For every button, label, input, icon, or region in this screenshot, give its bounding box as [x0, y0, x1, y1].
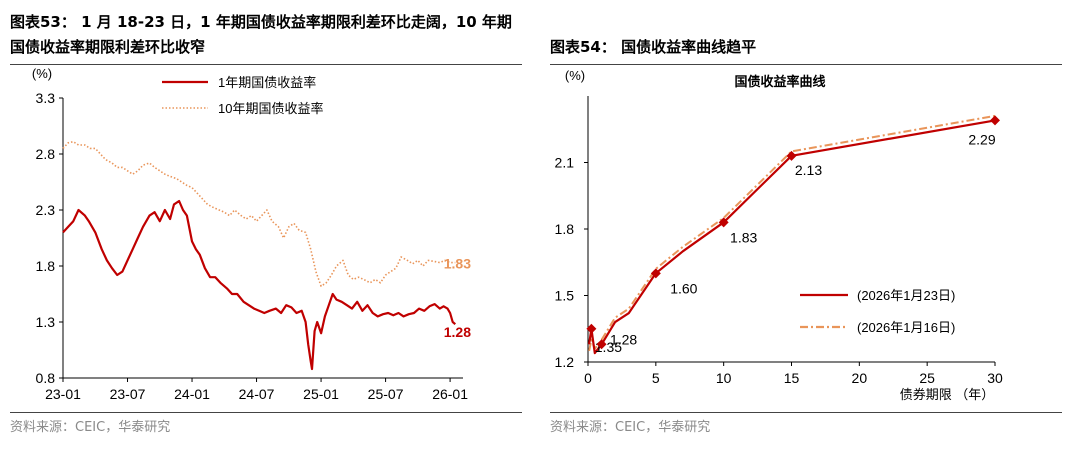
right-marker-5 — [990, 115, 1000, 126]
right-marker-2 — [650, 268, 661, 279]
right-x-tick-label: 5 — [652, 370, 660, 386]
right-title: 图表54： 国债收益率曲线趋平 — [550, 38, 757, 56]
left-x-tick-label: 26-01 — [432, 386, 468, 402]
left-x-tick-label: 24-01 — [174, 386, 210, 402]
left-legend-label-0: 1年期国债收益率 — [218, 75, 316, 90]
left-y-tick-label: 1.3 — [36, 314, 56, 330]
right-y-tick-label: 1.8 — [555, 221, 575, 237]
left-title-line1: 图表53： 1 月 18-23 日，1 年期国债收益率期限利差环比走阔，10 年… — [10, 13, 512, 31]
right-point-label-3: 1.83 — [730, 229, 757, 245]
right-marker-4 — [786, 150, 797, 161]
left-x-tick-label: 25-07 — [368, 386, 404, 402]
right-series-line-1 — [588, 114, 996, 352]
right-title-rule — [550, 64, 1062, 65]
right-point-label-4: 2.13 — [795, 162, 822, 178]
left-source: 资料来源：CEIC，华泰研究 — [10, 420, 171, 435]
right-x-tick-label: 0 — [584, 370, 592, 386]
left-y-tick-label: 2.3 — [36, 202, 56, 218]
left-legend-label-1: 10年期国债收益率 — [218, 101, 323, 116]
left-y-tick-label: 1.8 — [36, 258, 56, 274]
right-x-tick-label: 30 — [987, 370, 1003, 386]
right-point-label-2: 1.60 — [670, 280, 697, 296]
right-x-axis-title: 债券期限 （年） — [900, 387, 995, 402]
right-source: 资料来源：CEIC，华泰研究 — [550, 420, 711, 435]
right-y-tick-label: 1.2 — [555, 354, 575, 370]
right-y-tick-label: 2.1 — [555, 155, 575, 171]
left-series-line-0 — [62, 199, 457, 371]
left-y-tick-label: 3.3 — [36, 90, 56, 106]
left-y-unit: (%) — [32, 66, 52, 81]
left-title-rule — [10, 64, 522, 65]
left-source-rule — [10, 412, 522, 413]
right-x-tick-label: 15 — [784, 370, 800, 386]
right-point-label-1: 1.28 — [610, 331, 637, 347]
right-chart-title: 国债收益率曲线 — [734, 74, 825, 89]
left-x-tick-label: 23-07 — [110, 386, 146, 402]
right-x-tick-label: 25 — [919, 370, 935, 386]
right-legend-label-0: (2026年1月23日) — [857, 288, 955, 303]
right-x-tick-label: 20 — [852, 370, 868, 386]
right-y-unit: (%) — [565, 68, 585, 83]
left-end-label-1: 1.83 — [444, 256, 471, 272]
right-marker-0 — [586, 323, 597, 334]
left-end-label-0: 1.28 — [444, 324, 471, 340]
right-point-label-5: 2.29 — [968, 131, 995, 147]
left-y-tick-label: 0.8 — [36, 370, 56, 386]
right-y-tick-label: 1.5 — [555, 288, 575, 304]
left-x-tick-label: 25-01 — [303, 386, 339, 402]
right-marker-3 — [718, 217, 729, 228]
left-x-tick-label: 23-01 — [45, 386, 81, 402]
left-title-line2: 国债收益率期限利差环比收窄 — [10, 38, 206, 56]
right-x-tick-label: 10 — [716, 370, 732, 386]
right-source-rule — [550, 412, 1062, 413]
left-x-tick-label: 24-07 — [239, 386, 275, 402]
right-marker-1 — [596, 339, 607, 350]
left-y-tick-label: 2.8 — [36, 146, 56, 162]
right-legend-label-1: (2026年1月16日) — [857, 320, 955, 335]
right-series-line-0 — [588, 119, 996, 355]
left-series-line-1 — [62, 140, 456, 287]
